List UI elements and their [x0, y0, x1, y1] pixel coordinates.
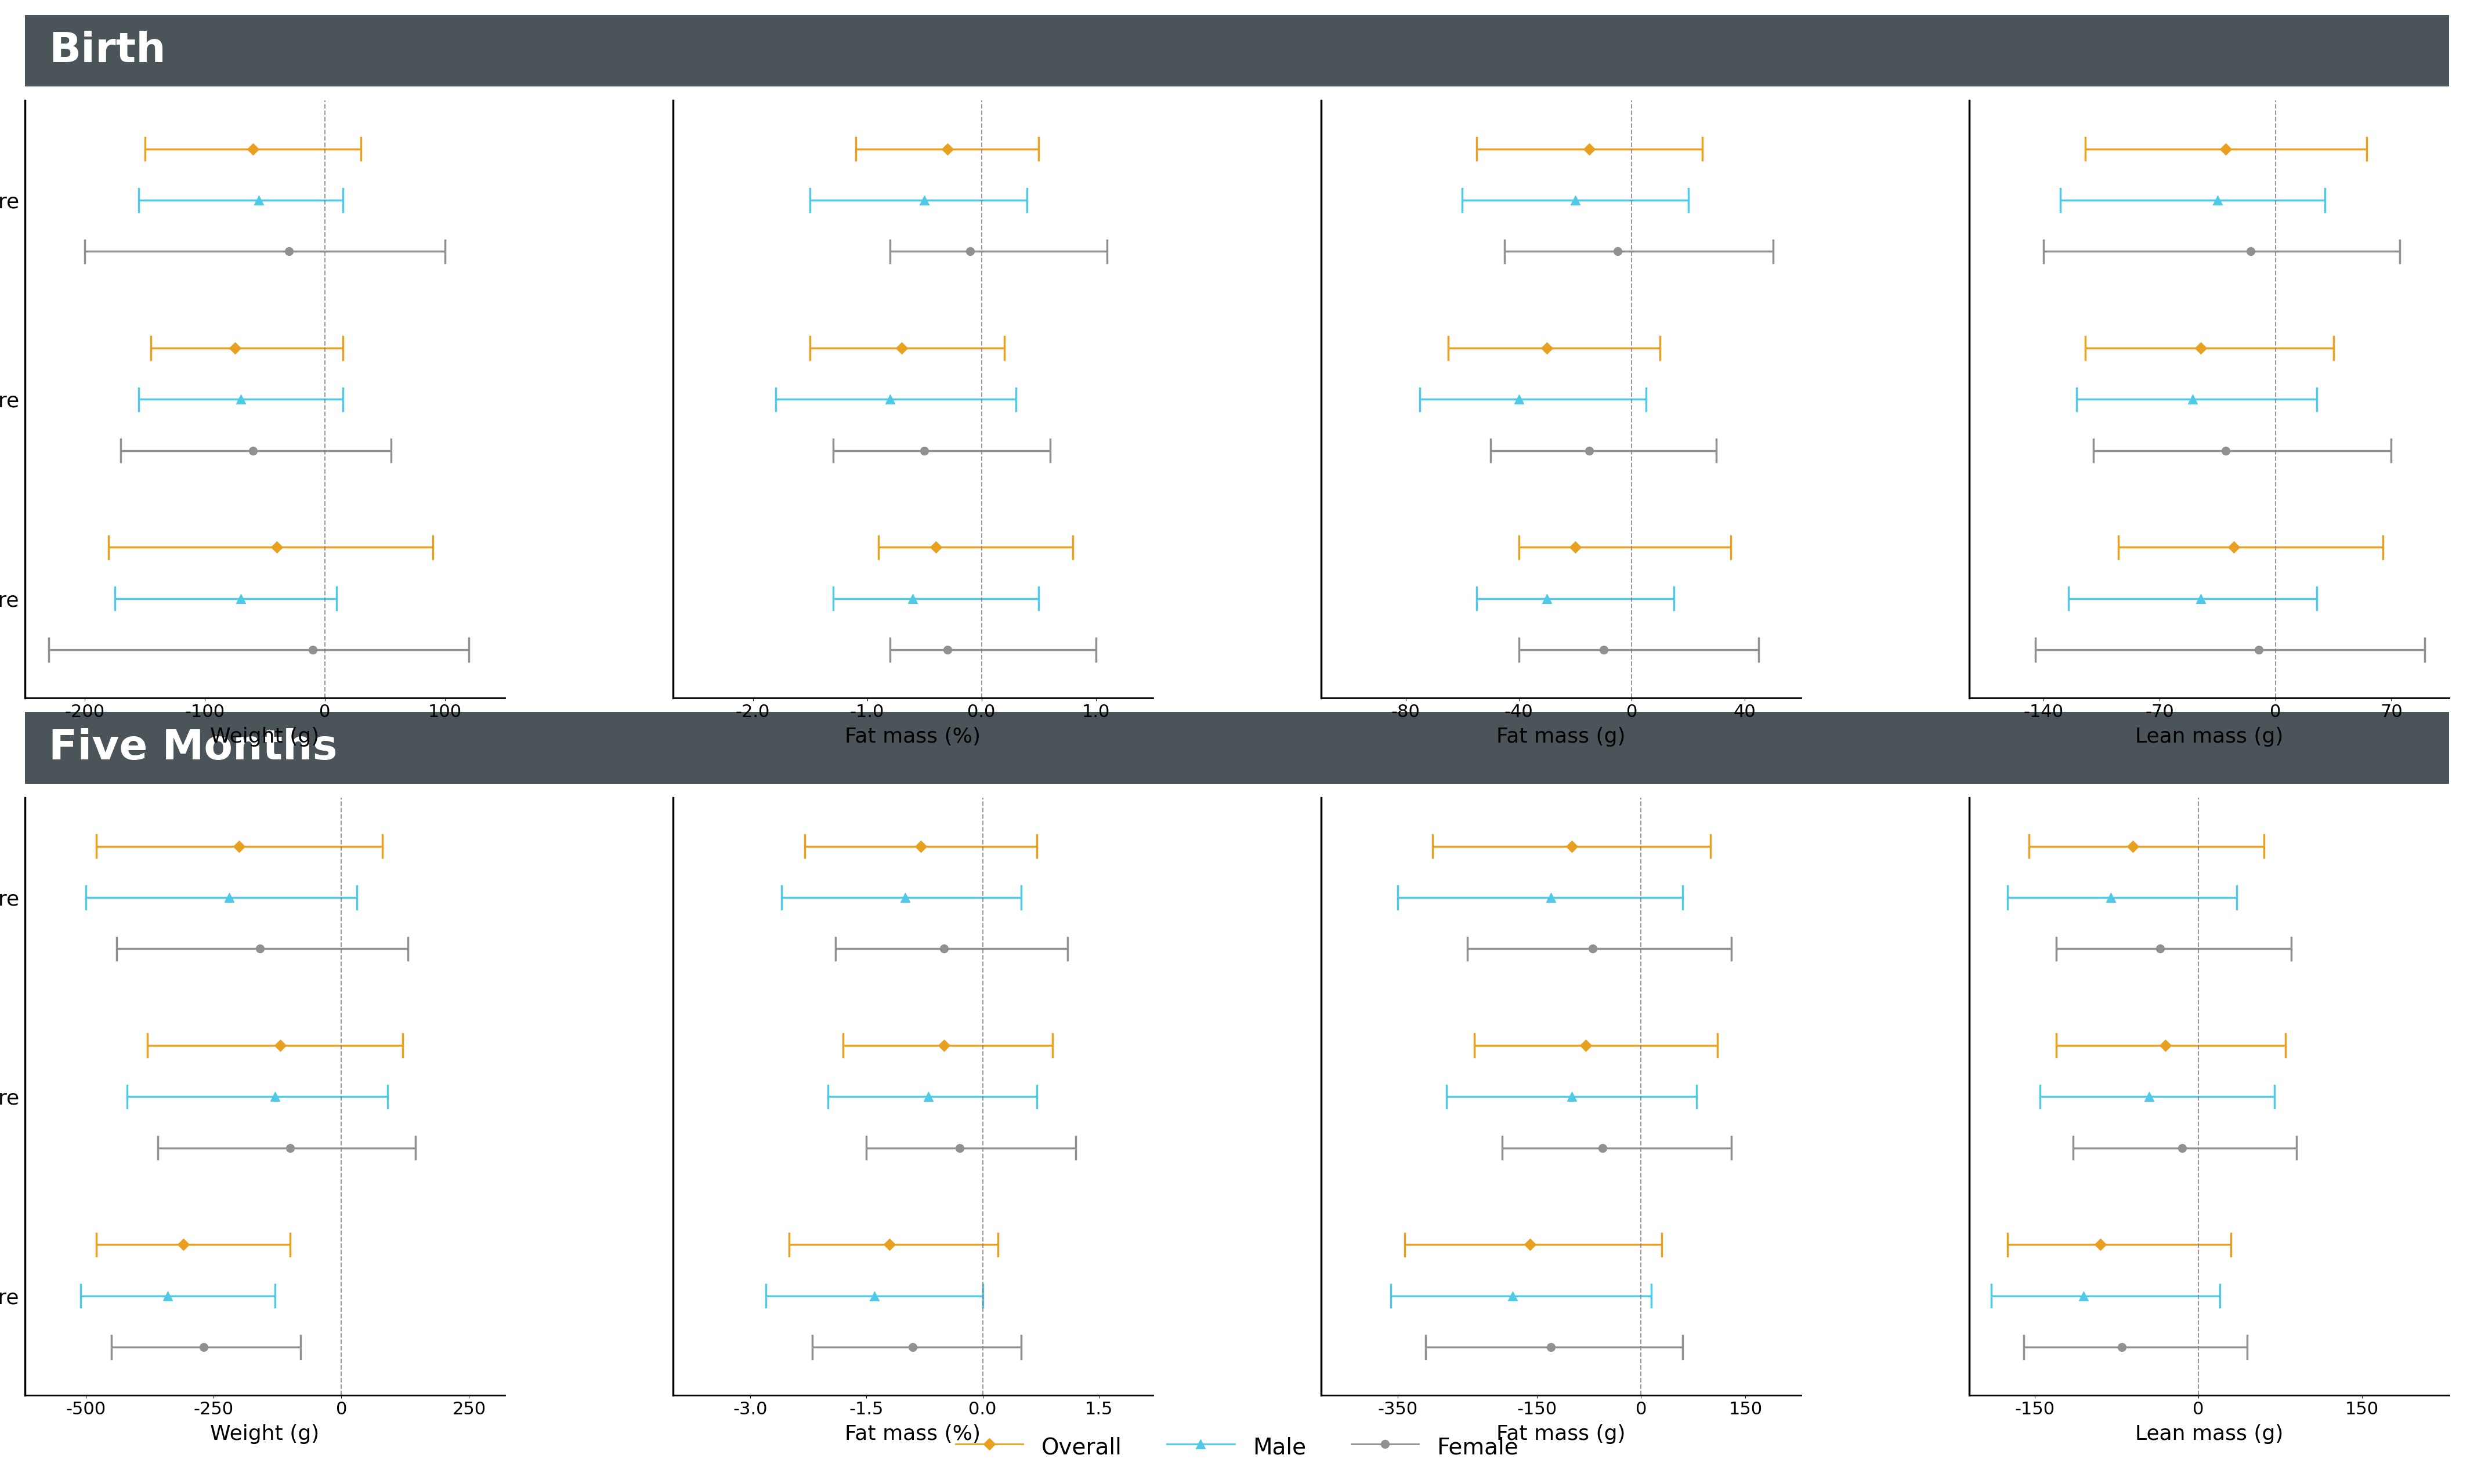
Point: [2145, 1033, 2185, 1057]
Point: [240, 936, 280, 960]
Point: [2140, 936, 2180, 960]
Point: [2232, 239, 2271, 263]
Point: [1573, 936, 1613, 960]
Point: [260, 1033, 299, 1057]
Point: [233, 439, 272, 463]
Point: [1569, 439, 1608, 463]
Point: [1583, 638, 1623, 662]
Point: [2103, 1336, 2142, 1359]
Point: [220, 834, 260, 858]
X-axis label: Lean mass (g): Lean mass (g): [2135, 1425, 2284, 1444]
Point: [893, 1336, 933, 1359]
X-axis label: Fat mass (%): Fat mass (%): [846, 727, 980, 746]
Point: [1566, 1033, 1606, 1057]
Legend: Overall, Male, Female: Overall, Male, Female: [948, 1425, 1526, 1469]
Point: [148, 1284, 188, 1307]
Point: [292, 638, 332, 662]
X-axis label: Weight (g): Weight (g): [210, 727, 319, 746]
Point: [886, 886, 925, 910]
Point: [257, 536, 297, 559]
X-axis label: Fat mass (%): Fat mass (%): [846, 1425, 980, 1444]
Text: Five Months: Five Months: [49, 729, 336, 769]
Point: [1499, 387, 1539, 411]
Point: [270, 239, 309, 263]
Point: [2130, 1085, 2170, 1109]
Point: [2162, 1135, 2202, 1159]
Point: [215, 337, 255, 361]
Point: [905, 188, 945, 212]
Point: [901, 834, 940, 858]
Point: [1556, 536, 1596, 559]
X-axis label: Weight (g): Weight (g): [210, 1425, 319, 1444]
Point: [1526, 586, 1566, 610]
Point: [2113, 834, 2152, 858]
Point: [240, 188, 280, 212]
Point: [928, 137, 967, 160]
Point: [1569, 137, 1608, 160]
Point: [2239, 638, 2279, 662]
Point: [2063, 1284, 2103, 1307]
Text: Birth: Birth: [49, 31, 166, 71]
Point: [915, 536, 955, 559]
Point: [1556, 188, 1596, 212]
Point: [2207, 439, 2246, 463]
Point: [255, 1085, 294, 1109]
Point: [1583, 1135, 1623, 1159]
Point: [2081, 1233, 2120, 1257]
Point: [183, 1336, 223, 1359]
X-axis label: Fat mass (g): Fat mass (g): [1497, 1425, 1625, 1444]
Point: [2091, 886, 2130, 910]
Point: [220, 387, 260, 411]
Point: [1492, 1284, 1531, 1307]
Point: [1531, 886, 1571, 910]
Point: [881, 337, 920, 361]
Point: [2207, 137, 2246, 160]
Point: [233, 137, 272, 160]
Point: [950, 239, 990, 263]
Point: [1551, 1085, 1591, 1109]
Point: [928, 638, 967, 662]
Point: [871, 1233, 910, 1257]
Point: [905, 439, 945, 463]
Point: [1531, 1336, 1571, 1359]
Point: [925, 936, 965, 960]
Point: [2197, 188, 2236, 212]
Point: [908, 1085, 948, 1109]
Point: [940, 1135, 980, 1159]
Point: [2214, 536, 2254, 559]
Point: [893, 586, 933, 610]
Point: [163, 1233, 203, 1257]
X-axis label: Lean mass (g): Lean mass (g): [2135, 727, 2284, 746]
Point: [1598, 239, 1638, 263]
Point: [1509, 1233, 1549, 1257]
Point: [871, 387, 910, 411]
Point: [2182, 337, 2222, 361]
Point: [210, 886, 250, 910]
Point: [2172, 387, 2212, 411]
Point: [925, 1033, 965, 1057]
Point: [854, 1284, 893, 1307]
Point: [2182, 586, 2222, 610]
Point: [270, 1135, 309, 1159]
X-axis label: Fat mass (g): Fat mass (g): [1497, 727, 1625, 746]
Point: [1551, 834, 1591, 858]
Point: [220, 586, 260, 610]
Point: [1526, 337, 1566, 361]
